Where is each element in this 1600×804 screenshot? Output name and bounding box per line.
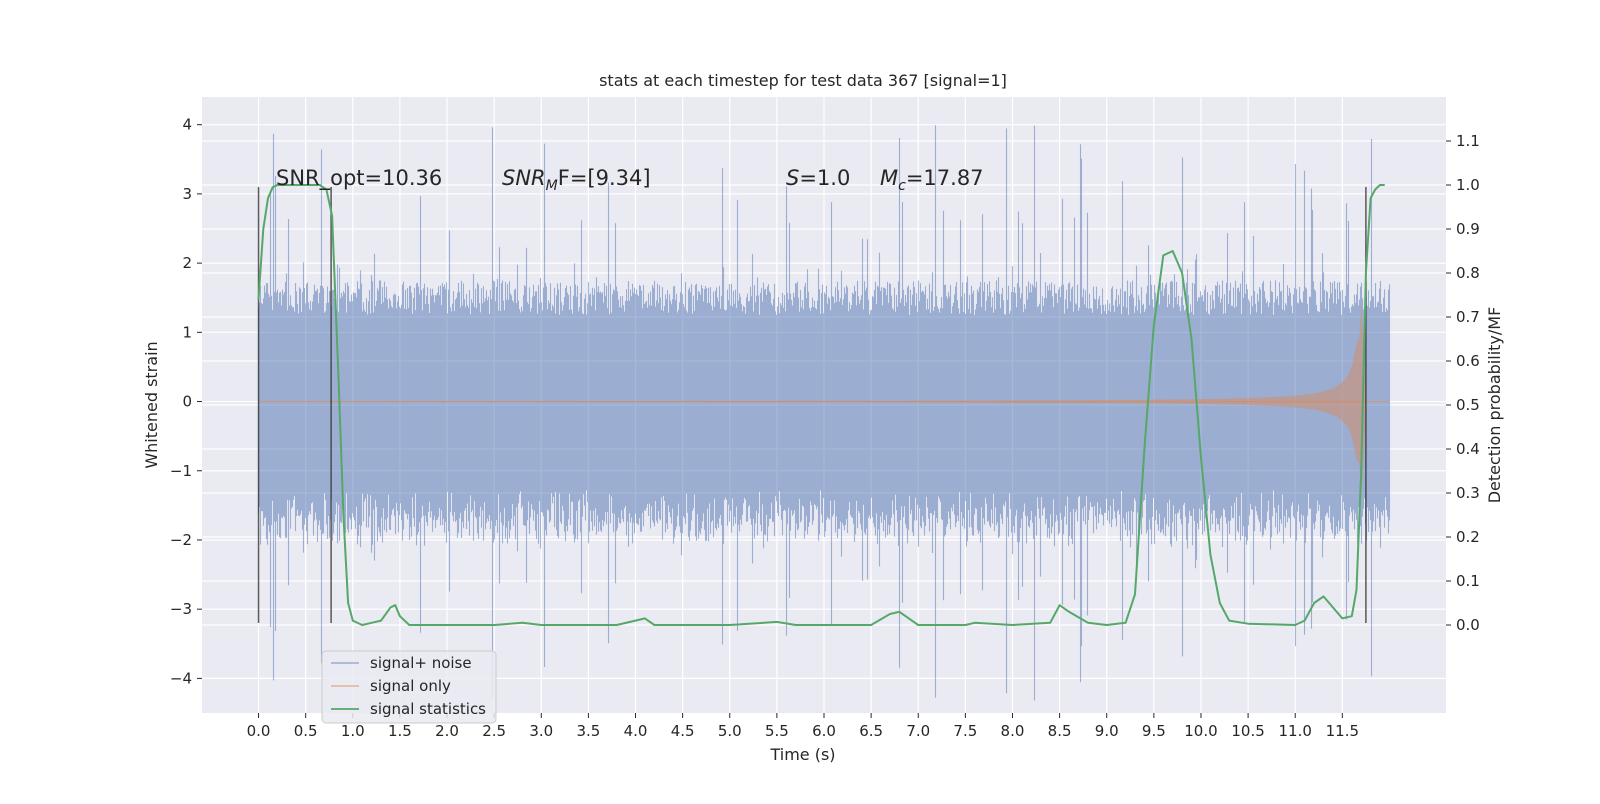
y-tick-label: 1: [182, 323, 192, 341]
y2-tick-label: 0.2: [1456, 528, 1480, 546]
legend-label-noise: signal+ noise: [370, 654, 472, 672]
x-tick-label: 11.0: [1279, 722, 1312, 740]
annotation-mc-subscript: c: [898, 178, 906, 194]
legend-label-signal: signal only: [370, 677, 451, 695]
y-tick-label: −3: [170, 600, 192, 618]
x-tick-label: 2.0: [435, 722, 459, 740]
y2-tick-label: 0.0: [1456, 616, 1480, 634]
x-tick-label: 1.5: [388, 722, 412, 740]
y-tick-label: −4: [170, 669, 192, 687]
y2-tick-label: 0.9: [1456, 220, 1480, 238]
x-tick-label: 8.5: [1048, 722, 1072, 740]
y2-tick-label: 0.8: [1456, 264, 1480, 282]
x-tick-label: 10.0: [1184, 722, 1217, 740]
x-axis-label: Time (s): [769, 745, 835, 764]
y-tick-label: 4: [182, 116, 192, 134]
y2-tick-label: 0.1: [1456, 572, 1480, 590]
chart-title: stats at each timestep for test data 367…: [599, 71, 1007, 90]
series-signal-statistics: [257, 184, 1385, 626]
x-tick-label: 3.5: [576, 722, 600, 740]
legend-label-statistics: signal statistics: [370, 700, 486, 718]
y-axis-label: Whitened strain: [142, 341, 161, 468]
annotation-s-value: =1.0: [799, 166, 850, 190]
x-tick-label: 5.0: [718, 722, 742, 740]
x-tick-label: 11.5: [1326, 722, 1359, 740]
annotation-mc-main: M: [880, 166, 898, 190]
annotation-snr-mf-value: F=[9.34]: [558, 166, 651, 190]
x-tick-label: 1.0: [341, 722, 365, 740]
x-tick-label: 10.5: [1231, 722, 1264, 740]
annotation-snr-mf: SNRMF=[9.34]: [502, 166, 651, 194]
annotation-snr-mf-main: SNR: [502, 166, 546, 190]
legend-box: [321, 650, 497, 724]
x-tick-label: 4.0: [624, 722, 648, 740]
x-tick-label: 0.0: [247, 722, 271, 740]
annotation-s: S=1.0: [786, 166, 850, 190]
y2-tick-label: 0.3: [1456, 484, 1480, 502]
y-tick-label: −2: [170, 531, 192, 549]
y-tick-label: −1: [170, 462, 192, 480]
x-tick-label: 6.0: [812, 722, 836, 740]
y-tick-label: 0: [182, 393, 192, 411]
x-tick-label: 9.5: [1142, 722, 1166, 740]
annotation-s-main: S: [786, 166, 799, 190]
annotation-snr-mf-subscript: M: [546, 178, 558, 194]
x-tick-label: 6.5: [859, 722, 883, 740]
y2-tick-label: 0.7: [1456, 308, 1480, 326]
y2-axis-label: Detection probability/MF: [1485, 307, 1504, 504]
y2-tick-label: 0.4: [1456, 440, 1480, 458]
x-tick-label: 7.5: [953, 722, 977, 740]
x-tick-label: 2.5: [482, 722, 506, 740]
y2-tick-label: 0.6: [1456, 352, 1480, 370]
x-tick-label: 4.5: [671, 722, 695, 740]
x-tick-label: 9.0: [1095, 722, 1119, 740]
y2-tick-label: 0.5: [1456, 396, 1480, 414]
y-tick-label: 3: [182, 185, 192, 203]
x-tick-label: 5.5: [765, 722, 789, 740]
legend: signal+ noise signal only signal statist…: [321, 650, 497, 724]
annotation-mc: Mc=17.87: [880, 166, 984, 194]
y-tick-label: 2: [182, 254, 192, 272]
x-tick-label: 7.0: [906, 722, 930, 740]
y2-tick-label: 1.1: [1456, 132, 1480, 150]
annotation-mc-value: =17.87: [906, 166, 984, 190]
x-tick-label: 8.0: [1001, 722, 1025, 740]
annotation-snr-opt: SNR_opt=10.36: [276, 166, 442, 191]
x-tick-label: 0.5: [294, 722, 318, 740]
y2-tick-label: 1.0: [1456, 176, 1480, 194]
x-tick-label: 3.0: [529, 722, 553, 740]
